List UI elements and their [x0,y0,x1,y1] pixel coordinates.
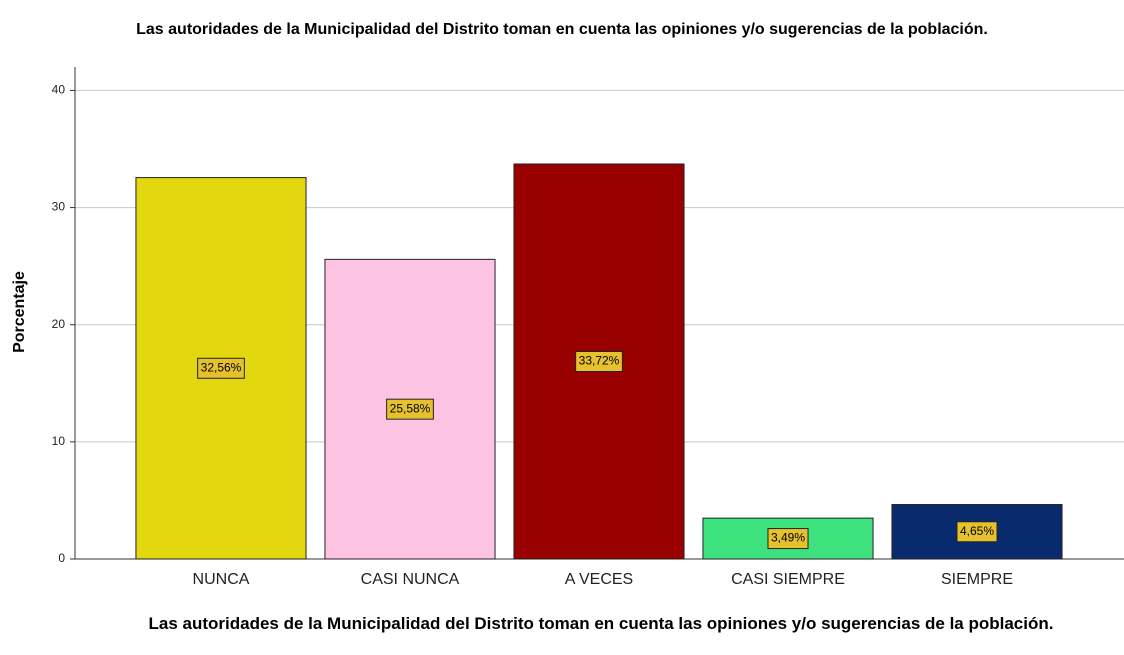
value-label-box [575,350,623,372]
value-label: 25,58% [390,401,431,415]
x-tick-label: CASI NUNCA [361,571,460,588]
y-tick-label: 10 [52,434,66,448]
value-label-box [197,357,245,379]
x-tick-label: A VECES [565,571,633,588]
x-tick-label: CASI SIEMPRE [731,571,845,588]
x-tick-label: SIEMPRE [941,571,1013,588]
value-label-box [956,521,998,543]
y-tick-label: 30 [52,200,66,214]
y-tick-label: 20 [52,317,66,331]
value-label-box [767,528,809,550]
value-label: 4,65% [960,524,994,538]
value-label: 32,56% [201,360,242,374]
x-tick-label: NUNCA [193,571,250,588]
chart-title: Las autoridades de la Municipalidad del … [136,21,988,38]
y-tick-label: 40 [52,83,66,97]
value-label: 3,49% [771,531,805,545]
y-tick-label: 0 [58,551,65,565]
x-axis-label: Las autoridades de la Municipalidad del … [148,614,1054,633]
y-axis-label: Porcentaje [11,271,28,353]
value-label: 33,72% [579,354,620,368]
value-label-box [386,398,434,420]
